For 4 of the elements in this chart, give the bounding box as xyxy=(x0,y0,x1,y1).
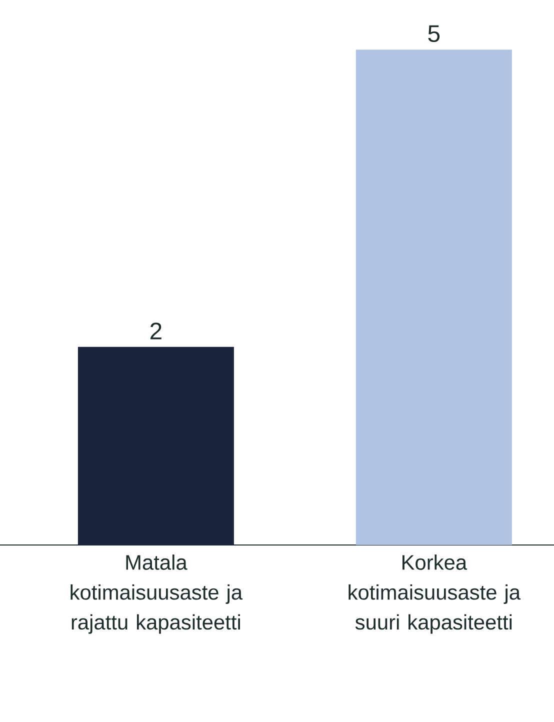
data-label: 5 xyxy=(428,25,440,42)
data-label: 2 xyxy=(150,322,162,340)
x-tick-label: Korkea kotimaisuusaste ja suuri kapasiteetti xyxy=(348,554,521,634)
x-tick-label: Matala kotimaisuusaste ja rajattu kapasiteetti xyxy=(70,554,243,634)
